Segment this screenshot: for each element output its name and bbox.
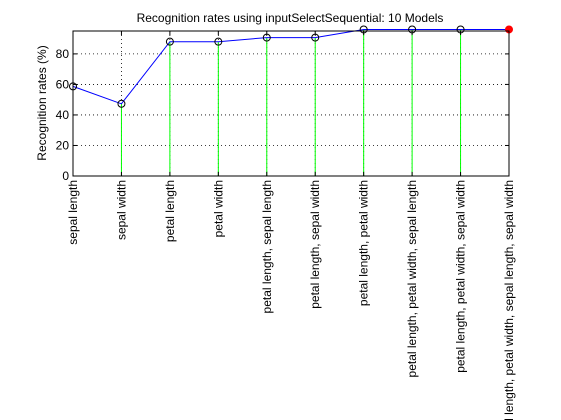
y-tick-label: 40 [56, 108, 70, 122]
data-point [117, 99, 126, 108]
data-point [165, 37, 174, 46]
y-ticks: 0 20 40 60 80 [56, 47, 509, 183]
x-tick-label: petal length, sepal length [260, 180, 274, 313]
x-tick-label: petal length, petal width, sepal length,… [502, 180, 516, 420]
x-tick-label: sepal length [66, 180, 80, 245]
data-point [214, 37, 223, 46]
y-tick-label: 80 [56, 47, 70, 61]
y-axis-title: Recognition rates (%) [35, 45, 49, 160]
y-tick-label: 20 [56, 138, 70, 152]
x-tick-label: sepal width [114, 180, 128, 240]
x-tick-label: petal length, petal width, sepal length [405, 180, 419, 377]
data-markers [69, 25, 513, 108]
series-polyline [72, 29, 509, 105]
y-tick-label: 0 [62, 169, 69, 183]
grid-lines [73, 31, 509, 176]
y-tick-label: 60 [56, 77, 70, 91]
x-tick-label: petal width [211, 180, 225, 237]
x-tick-label: petal length, sepal width [308, 180, 322, 309]
x-tick-label: petal length [163, 180, 177, 242]
x-tick-label: petal length, petal width [357, 180, 371, 306]
chart-title: Recognition rates using inputSelectSeque… [137, 11, 444, 25]
plot-frame [72, 30, 510, 177]
x-tick-label: petal length, petal width, sepal width [454, 180, 468, 373]
x-ticks: sepal length sepal width petal length petal… [66, 31, 516, 420]
series-line [72, 29, 509, 105]
stem-lines [72, 29, 510, 176]
